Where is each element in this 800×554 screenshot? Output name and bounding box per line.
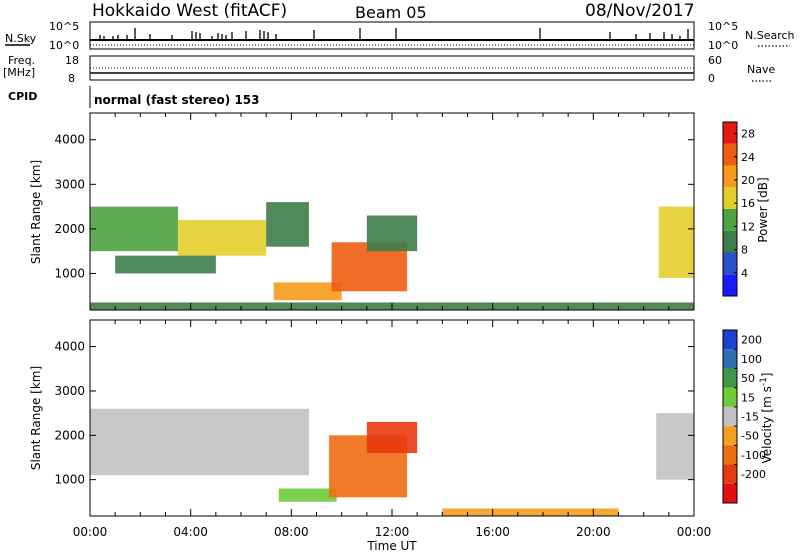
freq-unit: [MHz] <box>3 66 35 79</box>
velocity-colorbar-segment <box>723 406 737 427</box>
power-colorbar: 4 8 12 16 20 24 28 Power [dB] <box>722 121 770 297</box>
y-tick-label: 1000 <box>54 473 85 487</box>
velocity-colorbar-segment <box>723 426 737 446</box>
scatter-region-1 <box>278 488 337 502</box>
freq-panel: Freq. [MHz] 18 8 60 0 Nave <box>3 54 775 85</box>
velocity-panel: 1000 2000 3000 4000 Slant Range [km] <box>29 319 695 517</box>
power-colorbar-segment <box>723 252 737 275</box>
velocity-colorbar-tick-label: -200 <box>741 468 766 481</box>
velocity-colorbar-label: Velocity [m s-1] <box>759 373 774 464</box>
cpid-panel: CPID normal (fast stereo) 153 <box>8 86 260 108</box>
power-heatmap <box>90 202 694 310</box>
cpid-value: normal (fast stereo) 153 <box>94 93 260 107</box>
velocity-colorbar-segment <box>723 330 737 350</box>
velocity-axes: 1000 2000 3000 4000 <box>54 320 695 516</box>
freq-tick-top: 18 <box>65 54 79 67</box>
scatter-region-0 <box>90 408 309 476</box>
power-axes: 1000 2000 3000 4000 <box>54 113 695 310</box>
nsky-tick-top: 10^5 <box>49 20 79 33</box>
scatter-region-1 <box>178 219 267 256</box>
y-tick-label: 4000 <box>54 133 85 147</box>
power-colorbar-tick-label: 12 <box>741 220 755 233</box>
time-tick-label: 12:00 <box>375 525 410 539</box>
nave-tick-top: 60 <box>708 54 722 67</box>
freq-label: Freq. <box>8 54 35 67</box>
velocity-colorbar-frame <box>722 329 738 504</box>
power-colorbar-tick-label: 16 <box>741 197 755 210</box>
power-colorbar-frame <box>722 121 738 297</box>
velocity-colorbar-tick-label: -15 <box>741 411 759 424</box>
y-tick-label: 1000 <box>54 266 85 280</box>
velocity-colorbar-segment <box>723 483 737 503</box>
velocity-colorbar-tick-label: -100 <box>741 449 766 462</box>
y-tick-label: 4000 <box>54 340 85 354</box>
radar-title: Hokkaido West (fitACF) <box>92 1 287 21</box>
velocity-heatmap <box>90 408 694 516</box>
time-axis: 00:00 04:00 08:00 12:00 16:00 20:00 00:00 <box>73 525 712 539</box>
velocity-colorbar: 200 100 50 15 -15 -50 -100 -200 Velocity [m s-1… <box>722 329 774 504</box>
scatter-region-0 <box>90 206 179 252</box>
velocity-colorbar-segment <box>723 368 737 388</box>
power-colorbar-label: Power [dB] <box>756 177 770 242</box>
y-tick-label: 3000 <box>54 177 85 191</box>
time-axis-label: Time UT <box>366 539 417 553</box>
scatter-region-2 <box>266 202 309 247</box>
beam-label: Beam 05 <box>355 3 427 22</box>
time-tick-label: 20:00 <box>576 525 611 539</box>
scatter-region-4 <box>656 413 694 480</box>
power-colorbar-tick-label: 28 <box>741 128 755 141</box>
power-colorbar-segment <box>723 143 737 166</box>
power-colorbar-segment <box>723 209 737 231</box>
velocity-colorbar-segment <box>723 464 737 484</box>
velocity-colorbar-tick-label: -50 <box>741 430 759 443</box>
time-tick-label: 16:00 <box>475 525 510 539</box>
cpid-label: CPID <box>8 90 37 103</box>
nsearch-tick-top: 10^5 <box>708 20 738 33</box>
nave-label: Nave <box>747 63 775 76</box>
power-colorbar-tick-label: 20 <box>741 174 755 187</box>
nsearch-tick-bottom: 10^0 <box>708 39 738 52</box>
power-colorbar-tick-label: 24 <box>741 151 755 164</box>
velocity-colorbar-tick-label: 100 <box>741 353 762 366</box>
velocity-colorbar-segment <box>723 387 737 407</box>
scatter-region-5 <box>442 508 619 516</box>
power-colorbar-tick-label: 4 <box>741 267 748 280</box>
scatter-region-4 <box>273 282 342 301</box>
scatter-region-3 <box>115 255 216 274</box>
velocity-colorbar-tick-label: 15 <box>741 391 755 404</box>
power-colorbar-segment <box>723 187 737 209</box>
time-tick-label: 00:00 <box>677 525 712 539</box>
nsky-trace <box>90 28 694 41</box>
time-tick-label: 04:00 <box>173 525 208 539</box>
nsky-tick-bottom: 10^0 <box>49 39 79 52</box>
power-colorbar-segment <box>723 122 737 144</box>
power-panel: 1000 2000 3000 4000 Slant Range [km] <box>29 112 695 311</box>
freq-tick-bottom: 8 <box>68 72 75 85</box>
velocity-colorbar-segment <box>723 445 737 465</box>
scatter-region-7 <box>658 206 694 278</box>
velocity-ylabel: Slant Range [km] <box>29 366 43 470</box>
y-tick-label: 2000 <box>54 222 85 236</box>
nsearch-label: N.Search <box>745 29 795 42</box>
nsky-panel: N.Sky 10^5 10^0 10^5 10^0 N.Search <box>5 20 795 52</box>
date-label: 08/Nov/2017 <box>585 1 695 21</box>
nave-tick-bottom: 0 <box>708 72 715 85</box>
power-ylabel: Slant Range [km] <box>29 160 43 264</box>
time-tick-label: 00:00 <box>73 525 108 539</box>
nsky-label: N.Sky <box>5 32 37 45</box>
power-colorbar-segment <box>723 230 737 253</box>
power-colorbar-segment <box>723 274 737 296</box>
velocity-colorbar-segment <box>723 349 737 369</box>
y-tick-label: 2000 <box>54 428 85 442</box>
velocity-colorbar-tick-label: 200 <box>741 334 762 347</box>
scatter-region-3 <box>366 421 418 454</box>
scatter-region-6 <box>366 215 418 252</box>
time-tick-label: 08:00 <box>274 525 309 539</box>
velocity-colorbar-tick-label: 50 <box>741 372 755 385</box>
power-colorbar-segment <box>723 165 737 188</box>
power-colorbar-tick-label: 8 <box>741 244 748 257</box>
y-tick-label: 3000 <box>54 384 85 398</box>
